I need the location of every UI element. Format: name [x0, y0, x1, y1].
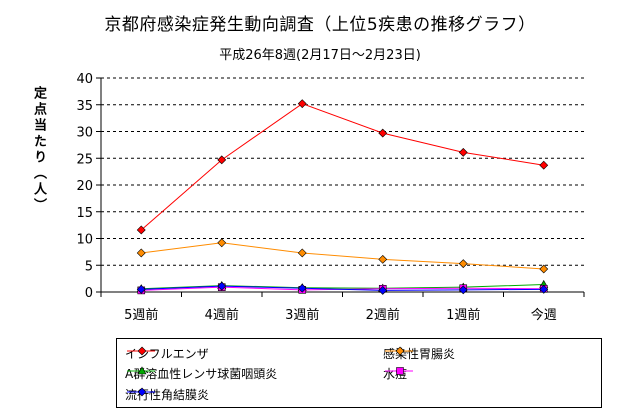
legend-item: 水痘	[383, 365, 413, 382]
data-point	[136, 225, 146, 235]
y-tick-label: 40	[76, 72, 93, 87]
data-point	[378, 128, 388, 138]
y-tick-label: 15	[76, 206, 93, 221]
x-tick-label: 1週前	[446, 307, 480, 323]
y-tick-label: 35	[76, 99, 93, 114]
data-point	[217, 155, 227, 165]
y-tick-label: 5	[85, 259, 93, 274]
legend-swatch	[385, 346, 413, 356]
data-point	[458, 285, 468, 295]
data-point	[297, 99, 307, 109]
data-point	[458, 259, 468, 269]
x-tick-label: 今週	[531, 307, 557, 323]
series-line	[141, 242, 544, 270]
data-point	[539, 264, 549, 274]
data-point	[217, 281, 227, 291]
data-point	[458, 147, 468, 157]
y-tick-label: 25	[76, 152, 93, 167]
data-point	[539, 284, 549, 294]
x-tick-label: 2週前	[366, 307, 400, 323]
data-point	[297, 248, 307, 258]
data-point	[136, 248, 146, 258]
legend-label: A群溶血性レンサ球菌咽頭炎	[125, 367, 278, 381]
series-line	[141, 284, 544, 290]
legend-swatch	[127, 346, 155, 356]
data-point	[378, 254, 388, 264]
legend-swatch	[127, 366, 155, 375]
legend-item: 感染性胃腸炎	[383, 345, 455, 362]
data-point	[378, 285, 388, 295]
x-tick-label: 3週前	[285, 307, 319, 323]
chart-title: 京都府感染症発生動向調査（上位5疾患の推移グラフ）	[104, 15, 536, 35]
data-point	[217, 238, 227, 248]
y-axis-label: 定点当たり（人）	[31, 86, 46, 214]
legend-swatch	[385, 367, 413, 375]
y-tick-label: 30	[76, 126, 93, 141]
legend: インフルエンザ 感染性胃腸炎 A群溶血性レンサ球菌咽頭炎 水痘流行性角結膜炎	[116, 338, 602, 408]
data-point	[539, 160, 549, 170]
y-tick-label: 10	[76, 233, 93, 248]
chart-subtitle: 平成26年8週(2月17日～2月23日)	[219, 48, 421, 63]
series-line	[140, 103, 544, 231]
data-point	[297, 283, 307, 293]
legend-swatch	[127, 387, 155, 397]
x-tick-label: 5週前	[124, 307, 158, 323]
data-point	[136, 284, 146, 294]
legend-item: 流行性角結膜炎	[125, 386, 209, 403]
legend-item: A群溶血性レンサ球菌咽頭炎	[125, 365, 277, 382]
x-tick-label: 4週前	[205, 307, 239, 323]
y-tick-label: 0	[85, 286, 93, 301]
y-tick-label: 20	[76, 179, 93, 194]
series-line	[141, 285, 544, 291]
legend-item: インフルエンザ	[125, 345, 209, 362]
